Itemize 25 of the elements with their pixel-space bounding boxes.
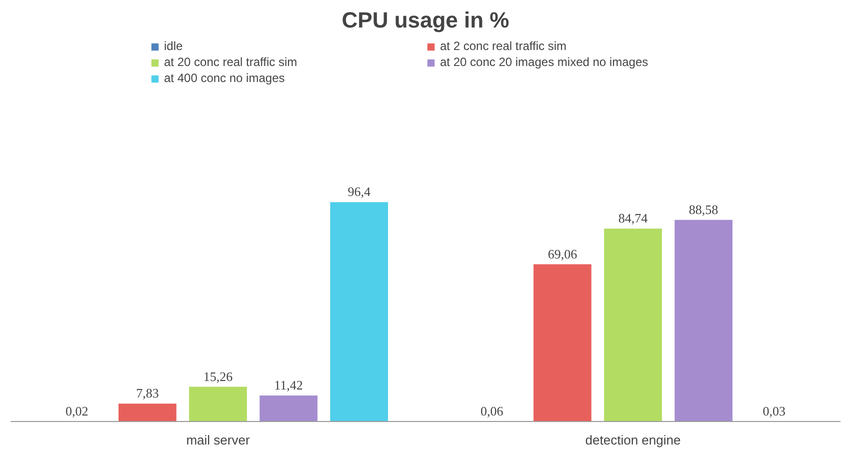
data-label: 0,03 <box>762 403 786 418</box>
data-label: 11,42 <box>274 378 303 393</box>
data-label: 15,26 <box>203 368 234 384</box>
legend-label: at 400 conc no images <box>164 71 286 85</box>
bar <box>118 404 176 422</box>
chart-title: CPU usage in % <box>342 8 510 32</box>
legend-label: at 20 conc 20 images mixed no images <box>440 55 650 69</box>
data-label: 0,02 <box>66 403 88 418</box>
bar <box>189 386 247 422</box>
bar <box>330 202 388 422</box>
legend-label: at 20 conc real traffic sim <box>164 55 298 69</box>
legend-label: at 2 conc real traffic sim <box>440 39 568 53</box>
bar <box>534 264 592 422</box>
data-label: 7,83 <box>136 386 159 401</box>
data-label: 69,06 <box>548 246 578 262</box>
x-tick-label: detection engine <box>585 432 681 448</box>
bar <box>674 220 732 422</box>
bar <box>260 396 318 422</box>
legend-label: idle <box>164 39 184 53</box>
data-label: 96,4 <box>348 184 371 200</box>
data-label: 88,58 <box>688 202 718 217</box>
bar <box>604 228 662 422</box>
data-label: 0,06 <box>480 403 504 418</box>
x-tick-label: mail server <box>186 432 250 448</box>
data-label: 84,74 <box>618 210 648 226</box>
